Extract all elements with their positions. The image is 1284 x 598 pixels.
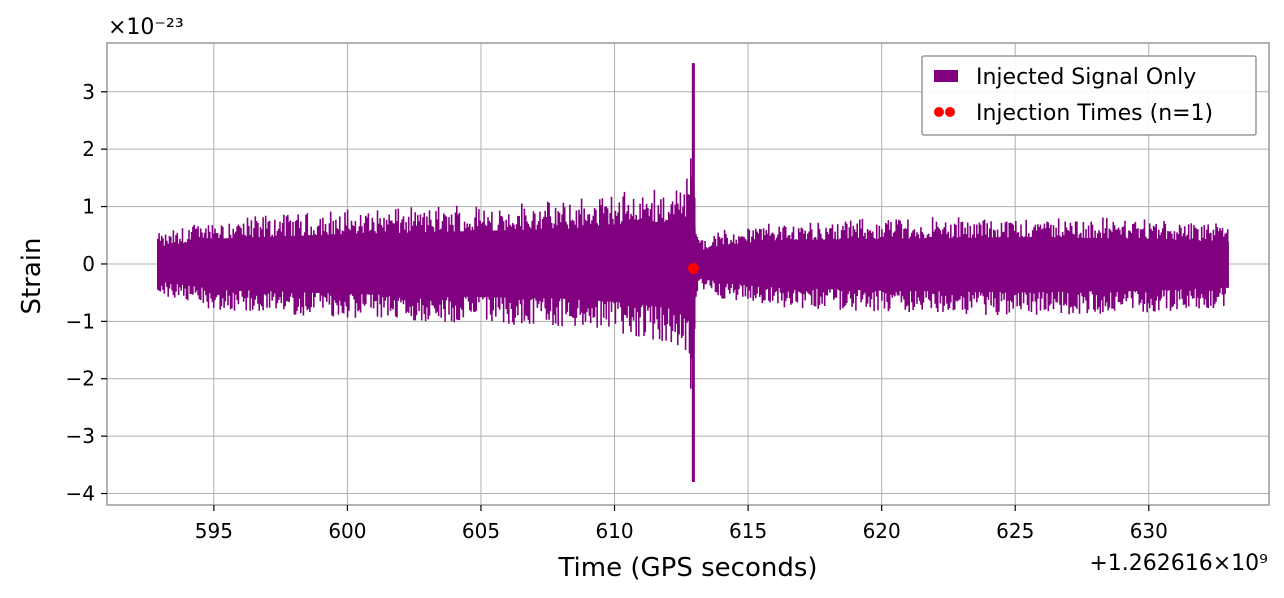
legend-label-injection-times: Injection Times (n=1)	[976, 101, 1213, 126]
y-tick-label: 3	[82, 80, 95, 104]
axes-frame	[106, 42, 1270, 506]
y-tick-label: 1	[82, 195, 95, 219]
x-tick-label: 630	[1130, 519, 1168, 543]
x-tick-label: 615	[729, 519, 767, 543]
y-axis-label: Strain	[17, 237, 47, 314]
x-axis-label: Time (GPS seconds)	[557, 553, 817, 583]
x-tick-label: 625	[996, 519, 1034, 543]
y-scale-label: ×10⁻²³	[108, 15, 184, 40]
x-tick-label: 620	[863, 519, 901, 543]
legend-marker-injection-times-1	[934, 107, 944, 117]
ticks: 595 600 605 610 615 620 625 630 −4 −3 −2 −1 0 1 2 3	[66, 80, 1168, 543]
y-tick-label: 2	[82, 137, 95, 161]
injection-time-marker	[687, 263, 699, 275]
x-tick-label: 605	[462, 519, 500, 543]
legend-box	[921, 55, 1257, 136]
legend-marker-injection-times-2	[945, 107, 955, 117]
y-tick-label: −4	[66, 482, 95, 506]
x-tick-label: 610	[595, 519, 633, 543]
legend: Injected Signal Only Injection Times (n=…	[921, 55, 1257, 136]
x-tick-label: 600	[328, 519, 366, 543]
y-tick-label: −3	[66, 424, 95, 448]
legend-label-injected-signal: Injected Signal Only	[976, 65, 1196, 90]
y-tick-label: 0	[82, 252, 95, 276]
plot-area	[157, 63, 1229, 483]
x-tick-label: 595	[195, 519, 233, 543]
legend-swatch-injected-signal	[934, 70, 958, 82]
x-offset-label: +1.262616×10⁹	[1089, 551, 1268, 576]
y-tick-label: −1	[66, 309, 95, 333]
y-tick-label: −2	[66, 367, 95, 391]
